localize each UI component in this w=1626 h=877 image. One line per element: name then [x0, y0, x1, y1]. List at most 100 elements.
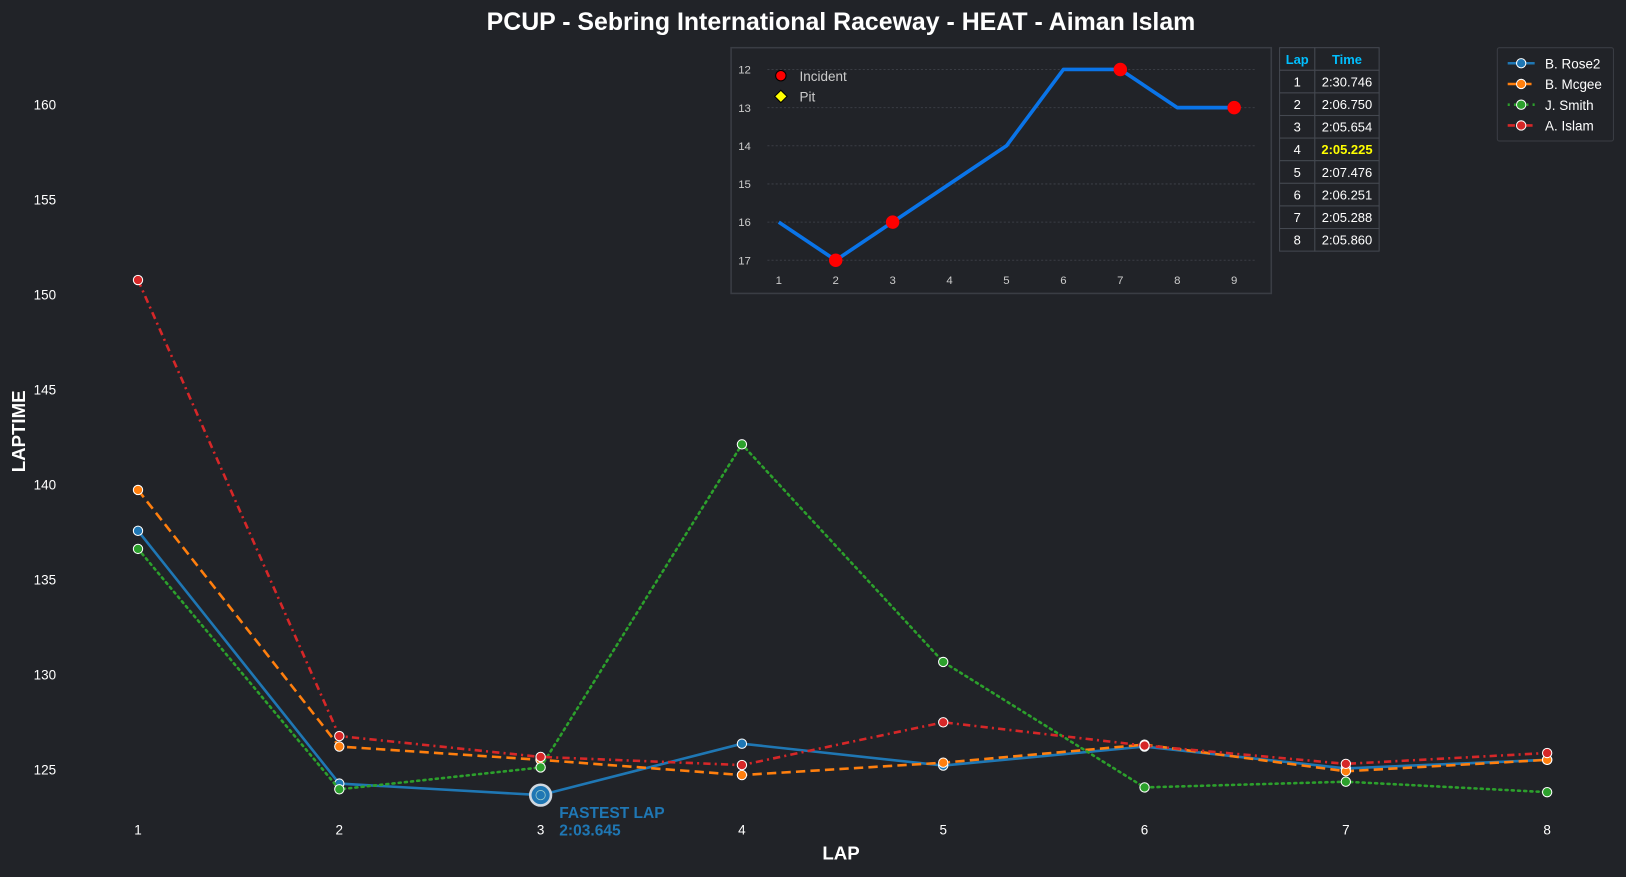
table-cell-text: 2:05.225 [1321, 142, 1372, 157]
x-tick-label: 7 [1342, 823, 1350, 838]
table-cell-text: 5 [1294, 165, 1301, 180]
y-axis-label: LAPTIME [8, 390, 29, 472]
legend-label: J. Smith [1545, 98, 1594, 113]
table-cell-text: 7 [1294, 210, 1301, 225]
data-point [1541, 786, 1553, 798]
inset-x-tick-label: 9 [1231, 275, 1237, 287]
series-line [136, 530, 1548, 797]
table-header: Time [1332, 52, 1362, 67]
table-cell-text: 2:06.750 [1322, 97, 1372, 112]
table-cell-text: 1 [1294, 74, 1301, 89]
data-point [736, 759, 748, 771]
y-tick-label: 150 [34, 287, 56, 302]
table-cell-text: 2:06.251 [1322, 187, 1372, 202]
x-tick-label: 4 [738, 823, 746, 838]
table-cell-text: 2:30.746 [1322, 74, 1372, 89]
x-tick-label: 1 [134, 823, 142, 838]
data-point [1340, 776, 1352, 787]
data-point [334, 784, 345, 795]
table-cell-text: 8 [1294, 233, 1301, 248]
legend-marker-icon [1515, 120, 1527, 131]
table-cell-text: 2:05.654 [1322, 120, 1372, 135]
y-tick-label: 125 [34, 763, 56, 778]
legend: B. Rose2 B. Mcgee J. Smith A. Islam [1496, 47, 1614, 142]
legend-marker-icon [1515, 58, 1527, 69]
data-point [938, 717, 949, 728]
data-point [132, 543, 144, 555]
y-tick-label: 135 [34, 572, 56, 587]
data-point [736, 439, 748, 450]
table-cell [1314, 228, 1380, 252]
data-point [132, 484, 144, 496]
inset-y-tick-label: 16 [738, 217, 751, 229]
y-tick-label: 140 [34, 477, 56, 492]
chart-title: PCUP - Sebring International Raceway - H… [487, 8, 1196, 36]
data-point [938, 656, 949, 668]
x-axis-label: LAP [822, 843, 859, 864]
data-point [1340, 758, 1352, 770]
x-tick-label: 3 [537, 823, 545, 838]
legend-marker-icon [1515, 78, 1527, 90]
data-point [334, 741, 345, 752]
data-point [535, 751, 546, 763]
incident-marker [1227, 100, 1241, 115]
inset-y-tick-label: 13 [738, 103, 751, 115]
table-cell-text: 2 [1294, 97, 1301, 112]
incident-legend-icon [775, 69, 787, 82]
data-point [334, 730, 345, 742]
legend-frame [1496, 47, 1614, 142]
fastest-lap-label: FASTEST LAP [559, 805, 664, 822]
series-j-smith [132, 439, 1553, 798]
inset-frame [730, 46, 1273, 295]
data-point [938, 757, 949, 768]
table-cell-text: 2:05.288 [1322, 210, 1372, 225]
position-line [777, 67, 1235, 263]
inset-x-tick-label: 4 [946, 275, 952, 287]
incident-marker [885, 215, 900, 229]
series-line [136, 279, 1548, 767]
inset-x-tick-label: 5 [1003, 275, 1009, 287]
data-point [1541, 747, 1553, 759]
data-point [1139, 740, 1150, 751]
series-line [136, 442, 1549, 794]
table-cell-text: 3 [1294, 120, 1301, 135]
lap-time-table: Lap Time 1 2:30.746 2 2:06.750 3 2:05.654 4 2:05.… [1279, 47, 1380, 252]
inset-x-tick-label: 2 [833, 275, 839, 287]
incident-marker [828, 253, 843, 267]
y-tick-label: 145 [34, 382, 56, 397]
y-tick-label: 160 [34, 97, 56, 112]
inset-x-tick-label: 1 [776, 275, 782, 287]
incident-legend-label: Incident [800, 69, 847, 84]
table-header: Lap [1286, 52, 1309, 67]
series-a-islam [132, 274, 1553, 771]
data-point [736, 738, 748, 749]
legend-label: A. Islam [1545, 119, 1594, 134]
series-b-rose2 [132, 525, 1553, 801]
data-point [535, 762, 546, 773]
x-tick-label: 2 [336, 823, 344, 838]
table-cell-text: 2:05.860 [1322, 233, 1372, 248]
x-tick-label: 6 [1141, 823, 1149, 838]
series-group [132, 274, 1553, 801]
table-cell-text: 2:07.476 [1322, 165, 1372, 180]
inset-y-tick-label: 15 [738, 179, 751, 191]
y-tick-label: 130 [34, 668, 56, 683]
legend-marker-icon [1515, 99, 1527, 110]
legend-label: B. Mcgee [1545, 77, 1602, 92]
inset-x-tick-label: 7 [1117, 275, 1123, 287]
inset-y-tick-label: 17 [738, 255, 751, 267]
table-cell-text: 6 [1294, 187, 1301, 202]
inset-x-tick-label: 3 [889, 275, 895, 287]
incident-marker [1113, 62, 1128, 77]
y-tick-label: 155 [34, 192, 56, 207]
inset-x-tick-label: 6 [1060, 275, 1066, 287]
pit-diamond-icon [773, 89, 788, 104]
data-point [1139, 782, 1150, 793]
data-point [132, 274, 144, 286]
x-tick-label: 8 [1543, 823, 1551, 838]
inset-y-tick-label: 12 [738, 65, 751, 77]
x-tick-label: 5 [939, 823, 947, 838]
fastest-lap-point [535, 790, 546, 801]
